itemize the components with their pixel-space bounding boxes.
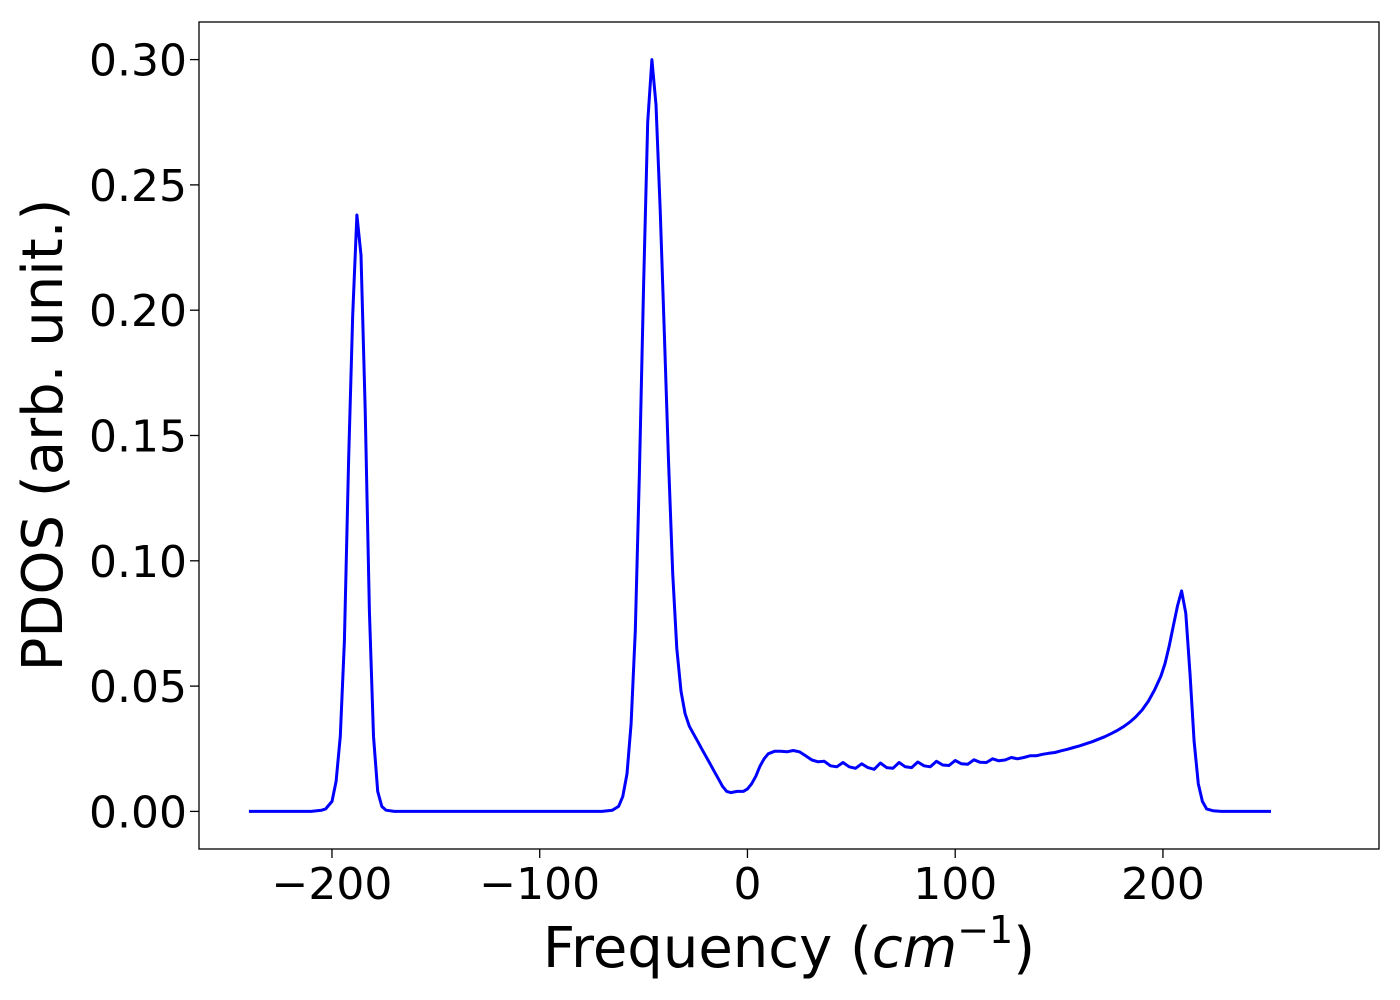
x-tick-label: 100 [913, 859, 997, 910]
y-tick-label: 0.15 [89, 412, 187, 463]
x-axis-ticks: −200 −100 0 100 200 [272, 849, 1205, 910]
y-tick-label: 0.25 [89, 161, 187, 212]
pdos-line [248, 58, 1271, 813]
y-axis-label: PDOS (arb. unit.) [11, 199, 76, 672]
x-tick-label: −100 [479, 859, 600, 910]
x-axis-label: Frequency (cm−1) [543, 908, 1035, 981]
y-tick-label: 0.10 [89, 537, 187, 588]
y-tick-label: 0.20 [89, 286, 187, 337]
x-tick-label: 200 [1121, 859, 1205, 910]
y-tick-label: 0.00 [89, 787, 187, 838]
x-tick-label: 0 [733, 859, 761, 910]
y-tick-label: 0.30 [89, 36, 187, 87]
x-tick-label: −200 [272, 859, 393, 910]
y-tick-label: 0.05 [89, 662, 187, 713]
plot-area [198, 21, 1380, 850]
y-axis-ticks: 0.00 0.05 0.10 0.15 0.20 0.25 0.30 [89, 36, 199, 838]
